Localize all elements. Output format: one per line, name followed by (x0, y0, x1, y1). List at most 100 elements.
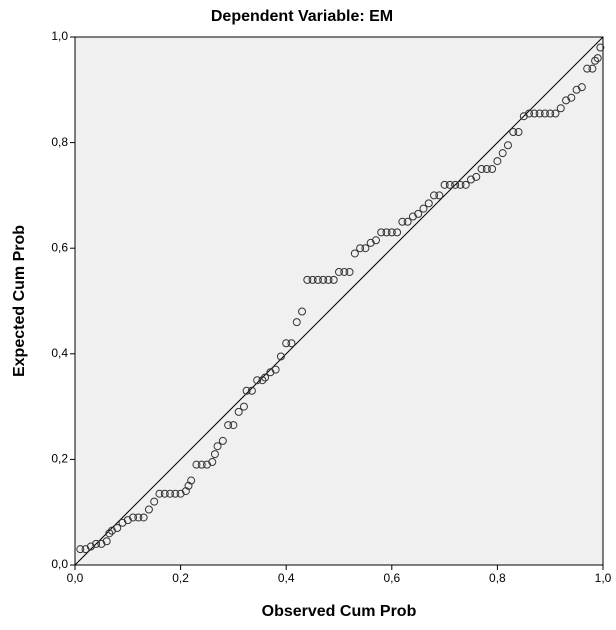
x-axis-title: Observed Cum Prob (262, 603, 417, 620)
point (435, 191, 444, 200)
chart-title: Dependent Variable: EM (211, 8, 393, 25)
point (160, 489, 169, 498)
y-tick-label: 0,0 (51, 557, 68, 571)
point (445, 180, 454, 189)
y-tick-label: 0,2 (51, 452, 68, 466)
point (253, 376, 262, 385)
point (591, 56, 600, 65)
point (329, 275, 338, 284)
point (577, 83, 586, 92)
y-tick-label: 0,8 (51, 135, 68, 149)
point (588, 64, 597, 73)
point (258, 376, 267, 385)
point (192, 460, 201, 469)
point (218, 436, 227, 445)
point (113, 524, 122, 533)
point (596, 43, 605, 52)
point (567, 93, 576, 102)
point (213, 442, 222, 451)
point (234, 407, 243, 416)
point (166, 489, 175, 498)
point (208, 458, 217, 467)
point (440, 180, 449, 189)
point (261, 373, 270, 382)
point (514, 128, 523, 137)
point (134, 513, 143, 522)
point (292, 318, 301, 327)
point (361, 244, 370, 253)
point (498, 149, 507, 158)
point (308, 275, 317, 284)
x-tick-label: 0,6 (383, 571, 400, 585)
point (303, 275, 312, 284)
point (224, 421, 233, 430)
point (371, 236, 380, 245)
point (556, 104, 565, 113)
point (239, 402, 248, 411)
point (540, 109, 549, 118)
point (593, 54, 602, 63)
point (150, 497, 159, 506)
point (583, 64, 592, 73)
point (105, 529, 114, 538)
point (319, 275, 328, 284)
x-tick-label: 1,0 (595, 571, 612, 585)
point (403, 217, 412, 226)
x-tick-label: 0,0 (67, 571, 84, 585)
point (461, 180, 470, 189)
point (144, 505, 153, 514)
point (424, 199, 433, 208)
point (247, 386, 256, 395)
x-tick-label: 0,2 (172, 571, 189, 585)
point (451, 180, 460, 189)
point (472, 172, 481, 181)
point (271, 365, 280, 374)
point (345, 267, 354, 276)
point (482, 165, 491, 173)
point (414, 209, 423, 218)
point (382, 228, 391, 237)
point (92, 539, 101, 548)
point (509, 128, 518, 137)
point (530, 109, 539, 118)
point (313, 275, 322, 284)
point (340, 267, 349, 276)
point (456, 180, 465, 189)
point (393, 228, 402, 237)
point (155, 489, 164, 498)
y-tick-label: 1,0 (51, 29, 68, 43)
point (546, 109, 555, 118)
point (356, 244, 365, 253)
point (287, 339, 296, 348)
reference-line (74, 36, 604, 566)
y-axis-title: Expected Cum Prob (11, 225, 28, 377)
point (171, 489, 180, 498)
point (242, 386, 251, 395)
point (76, 545, 85, 554)
point (298, 307, 307, 316)
point (488, 165, 497, 173)
point (387, 228, 396, 237)
point (350, 249, 359, 258)
point (197, 460, 206, 469)
point (377, 228, 386, 237)
point (535, 109, 544, 118)
point (129, 513, 138, 522)
point (419, 204, 428, 213)
point (229, 421, 238, 430)
point (210, 450, 219, 459)
point (324, 275, 333, 284)
x-tick-label: 0,4 (278, 571, 295, 585)
point (430, 191, 439, 200)
point (282, 339, 291, 348)
point (551, 109, 560, 118)
point (102, 537, 111, 546)
point (139, 513, 148, 522)
y-tick-label: 0,6 (51, 240, 68, 254)
point (493, 157, 502, 166)
point (477, 165, 486, 173)
point (525, 109, 534, 118)
point (335, 267, 343, 276)
y-tick-label: 0,4 (51, 346, 68, 360)
